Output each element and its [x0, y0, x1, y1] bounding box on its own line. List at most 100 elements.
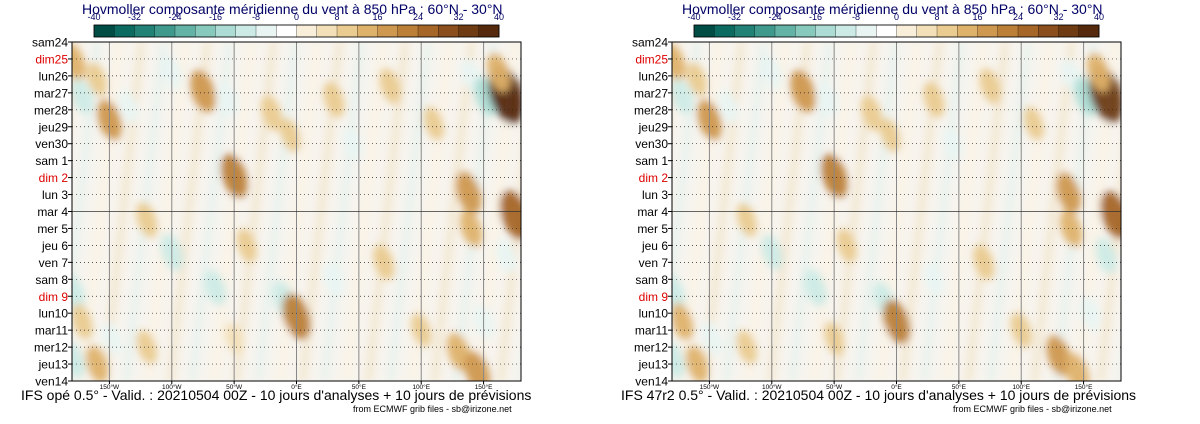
field-anomaly: [1079, 296, 1100, 331]
field-anomaly: [323, 262, 345, 297]
chart-caption-left: IFS opé 0.5° - Valid. : 20210504 00Z - 1…: [21, 387, 532, 403]
colorbar-swatch: [397, 24, 419, 38]
colorbar-tick-label: -24: [768, 12, 781, 22]
field-anomaly: [979, 68, 1001, 104]
field-anomaly: [672, 302, 694, 341]
colorbar-swatch: [114, 24, 135, 38]
field-anomaly: [423, 106, 444, 141]
colorbar-tick-label: 16: [972, 12, 982, 22]
field-band: [541, 42, 585, 381]
hovmoller-panel-right: -40 -32 -24 -16 -8 0 8 16 24 32 40 sam24 dim25 lun26 m…: [600, 0, 1200, 424]
x-tick-label: 150°E: [1075, 383, 1093, 391]
y-tick-label: mar27: [34, 86, 68, 100]
field-anomaly: [455, 171, 482, 215]
colorbar-swatch: [316, 24, 338, 38]
y-tick-label: dim25: [635, 52, 668, 66]
y-tick-label: ven 7: [39, 256, 69, 270]
colorbar-swatch: [417, 24, 439, 38]
x-tick-label: 100°W: [762, 383, 782, 391]
field-band: [1119, 362, 1121, 381]
field-anomaly: [672, 275, 686, 311]
colorbar-swatch: [93, 24, 115, 38]
field-anomaly: [1056, 172, 1081, 214]
colorbar-tick-label: 32: [1053, 12, 1063, 22]
field-band: [519, 362, 521, 381]
y-tick-label: lun10: [39, 307, 69, 321]
field-band: [672, 42, 701, 308]
colorbar-tick-label: -8: [252, 12, 260, 22]
y-tick-label: mar 4: [637, 205, 668, 219]
y-tick-label: mar11: [35, 324, 68, 338]
colorbar-swatch: [458, 24, 480, 38]
colorbar-swatch: [235, 24, 257, 38]
plot-frame: [671, 41, 1122, 382]
field-anomaly: [860, 95, 883, 132]
colorbar-swatch: [1078, 24, 1100, 38]
colorbar-swatch: [276, 24, 297, 38]
colorbar-swatch: [255, 24, 277, 38]
x-tick-label: 150°W: [700, 383, 720, 391]
colorbar-swatch: [1058, 24, 1080, 38]
x-tick-label: 50°W: [826, 383, 843, 391]
field-band: [0, 42, 13, 381]
y-tick-label: dim25: [35, 52, 68, 66]
field-anomaly: [924, 263, 944, 296]
field-band: [1141, 42, 1185, 381]
colorbar-frame: [93, 24, 500, 38]
colorbar-swatch: [774, 24, 796, 38]
y-tick-label: sam 1: [635, 154, 668, 168]
colorbar-swatch: [478, 24, 500, 38]
x-tick-label: 50°E: [952, 383, 967, 391]
field-band: [72, 42, 101, 308]
field-anomaly: [72, 275, 86, 311]
y-tick-label: mer 5: [637, 222, 668, 236]
field-anomaly: [790, 69, 816, 113]
hovmoller-chart-left: -40 -32 -24 -16 -8 0 8 16 24 32 40 sam24 dim25 lun26 m…: [0, 12, 585, 391]
colorbar-swatch: [134, 24, 156, 38]
colorbar-swatch: [876, 24, 897, 38]
colorbar-swatch: [916, 24, 938, 38]
field-anomaly: [72, 43, 86, 82]
chart-credit-left: from ECMWF grib files - sb@irizone.net: [353, 404, 512, 414]
y-tick-label: ven14: [35, 375, 68, 389]
colorbar-swatch: [296, 24, 318, 38]
field-anomaly: [217, 82, 239, 117]
y-tick-label: lun26: [39, 69, 69, 83]
colorbar-tick-label: -40: [87, 12, 100, 22]
field-anomaly: [72, 78, 93, 115]
field-anomaly: [1046, 335, 1071, 377]
field-anomaly: [72, 342, 86, 379]
chart-credit-right: from ECMWF grib files - sb@irizone.net: [953, 404, 1112, 414]
field-anomaly: [236, 228, 257, 263]
colorbar-swatch: [693, 24, 715, 38]
x-tick-label: 150°W: [100, 383, 120, 391]
y-tick-label: sam 8: [35, 273, 68, 287]
y-tick-label: ven 7: [639, 256, 669, 270]
colorbar-tick-label: -40: [687, 12, 700, 22]
y-tick-label: mer28: [634, 103, 668, 117]
colorbar-swatch: [734, 24, 756, 38]
y-tick-label: jeu13: [38, 358, 69, 372]
field-anomaly: [499, 190, 521, 240]
field-band: [600, 42, 635, 381]
colorbar-tick-label: 16: [372, 12, 382, 22]
colorbar-frame: [693, 24, 1100, 38]
field-anomaly: [1100, 190, 1121, 239]
field-anomaly: [280, 118, 301, 153]
y-tick-label: dim 2: [39, 171, 69, 185]
field-band: [600, 42, 613, 381]
colorbar-swatch: [357, 24, 378, 38]
y-tick-label: mer28: [34, 103, 68, 117]
field-anomaly: [736, 330, 757, 365]
colorbar-swatch: [377, 24, 399, 38]
field-anomaly: [672, 43, 686, 82]
field-anomaly: [136, 330, 157, 365]
colorbar-swatch: [835, 24, 857, 38]
y-tick-label: dim 2: [639, 171, 669, 185]
colorbar-swatch: [336, 24, 358, 38]
y-tick-label: jeu 6: [641, 239, 668, 253]
field-anomaly: [686, 62, 708, 97]
plot-frame: [71, 41, 522, 382]
field-anomaly: [804, 269, 827, 307]
field-band: [1163, 42, 1200, 381]
